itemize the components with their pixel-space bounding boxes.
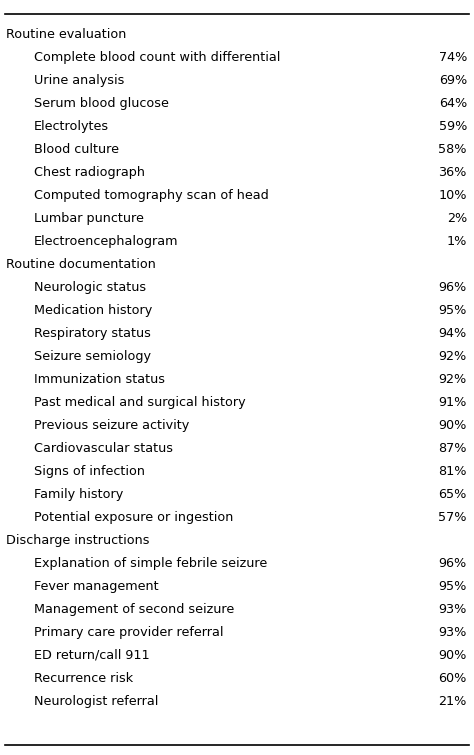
Text: Blood culture: Blood culture (34, 143, 119, 156)
Text: ED return/call 911: ED return/call 911 (34, 649, 150, 662)
Text: 57%: 57% (438, 511, 467, 524)
Text: Discharge instructions: Discharge instructions (6, 534, 149, 547)
Text: Electrolytes: Electrolytes (34, 120, 109, 133)
Text: Signs of infection: Signs of infection (34, 465, 145, 478)
Text: 92%: 92% (438, 350, 467, 363)
Text: Previous seizure activity: Previous seizure activity (34, 419, 190, 432)
Text: Chest radiograph: Chest radiograph (34, 166, 145, 179)
Text: 90%: 90% (438, 649, 467, 662)
Text: Medication history: Medication history (34, 304, 152, 317)
Text: 96%: 96% (438, 281, 467, 294)
Text: 81%: 81% (438, 465, 467, 478)
Text: 64%: 64% (438, 97, 467, 110)
Text: Computed tomography scan of head: Computed tomography scan of head (34, 189, 269, 202)
Text: 2%: 2% (447, 212, 467, 225)
Text: Explanation of simple febrile seizure: Explanation of simple febrile seizure (34, 557, 267, 570)
Text: 10%: 10% (438, 189, 467, 202)
Text: Urine analysis: Urine analysis (34, 74, 125, 87)
Text: 21%: 21% (438, 695, 467, 708)
Text: 74%: 74% (438, 51, 467, 64)
Text: 1%: 1% (447, 235, 467, 248)
Text: 93%: 93% (438, 603, 467, 616)
Text: 69%: 69% (438, 74, 467, 87)
Text: Complete blood count with differential: Complete blood count with differential (34, 51, 281, 64)
Text: 87%: 87% (438, 442, 467, 455)
Text: Cardiovascular status: Cardiovascular status (34, 442, 173, 455)
Text: Immunization status: Immunization status (34, 373, 165, 386)
Text: Recurrence risk: Recurrence risk (34, 672, 133, 685)
Text: 58%: 58% (438, 143, 467, 156)
Text: Management of second seizure: Management of second seizure (34, 603, 234, 616)
Text: Serum blood glucose: Serum blood glucose (34, 97, 169, 110)
Text: 60%: 60% (438, 672, 467, 685)
Text: Respiratory status: Respiratory status (34, 327, 151, 340)
Text: 90%: 90% (438, 419, 467, 432)
Text: 59%: 59% (438, 120, 467, 133)
Text: Routine evaluation: Routine evaluation (6, 28, 126, 41)
Text: Potential exposure or ingestion: Potential exposure or ingestion (34, 511, 234, 524)
Text: 95%: 95% (438, 304, 467, 317)
Text: Fever management: Fever management (34, 580, 159, 593)
Text: Family history: Family history (34, 488, 123, 501)
Text: Primary care provider referral: Primary care provider referral (34, 626, 224, 639)
Text: Neurologic status: Neurologic status (34, 281, 146, 294)
Text: 95%: 95% (438, 580, 467, 593)
Text: 94%: 94% (438, 327, 467, 340)
Text: 36%: 36% (438, 166, 467, 179)
Text: 92%: 92% (438, 373, 467, 386)
Text: 65%: 65% (438, 488, 467, 501)
Text: Seizure semiology: Seizure semiology (34, 350, 151, 363)
Text: 93%: 93% (438, 626, 467, 639)
Text: Routine documentation: Routine documentation (6, 258, 155, 271)
Text: Neurologist referral: Neurologist referral (34, 695, 158, 708)
Text: Electroencephalogram: Electroencephalogram (34, 235, 179, 248)
Text: 91%: 91% (438, 396, 467, 409)
Text: Lumbar puncture: Lumbar puncture (34, 212, 144, 225)
Text: Past medical and surgical history: Past medical and surgical history (34, 396, 246, 409)
Text: 96%: 96% (438, 557, 467, 570)
